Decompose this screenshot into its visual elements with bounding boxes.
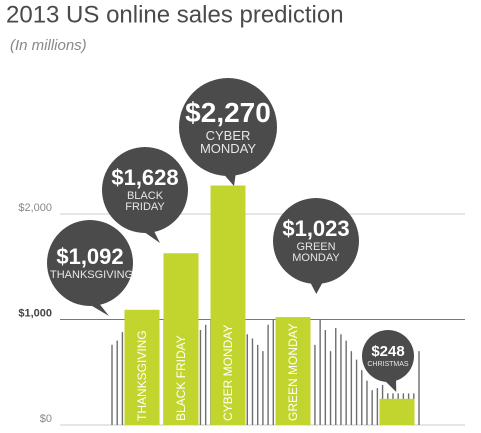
y-tick-label: $2,000 bbox=[18, 202, 52, 214]
bubble bbox=[102, 147, 188, 233]
bar bbox=[124, 309, 160, 425]
bar bbox=[210, 185, 246, 425]
bar-label: THANKSGIVING bbox=[135, 330, 149, 421]
value-label: $2,270 bbox=[185, 97, 271, 128]
bubble-category: BLACK FRIDAY bbox=[125, 190, 165, 213]
y-tick-label: $0 bbox=[40, 413, 52, 425]
value-label: $1,023 bbox=[282, 216, 350, 241]
bubble bbox=[362, 330, 414, 382]
bubble-text: $1,023 GREEN MONDAY bbox=[273, 218, 359, 264]
value-label: $1,628 bbox=[111, 165, 179, 190]
bar-label: GREEN MONDAY bbox=[286, 323, 300, 421]
bubble bbox=[47, 220, 133, 306]
y-tick-label: $1,000 bbox=[18, 307, 52, 319]
value-label: $1,092 bbox=[56, 243, 124, 269]
bar-label: BLACK FRIDAY bbox=[174, 335, 188, 421]
bubble bbox=[179, 78, 277, 176]
bar bbox=[163, 253, 199, 425]
bubble-text: $248 CHRISTMAS bbox=[362, 344, 414, 368]
bubble-text: $2,270 CYBER MONDAY bbox=[179, 97, 277, 156]
bubble-category: CHRISTMAS bbox=[367, 361, 409, 368]
bubble-text: $1,092 THANKSGIVING bbox=[47, 243, 134, 281]
bubble bbox=[273, 198, 359, 284]
bar bbox=[275, 317, 311, 425]
bar bbox=[379, 398, 415, 425]
bar-label: CYBER MONDAY bbox=[221, 325, 235, 421]
bubble-text: $1,628 BLACK FRIDAY bbox=[102, 167, 188, 213]
value-label: $248 bbox=[371, 343, 405, 360]
bubble-category: GREEN MONDAY bbox=[292, 241, 340, 264]
chart-title: 2013 US online sales prediction bbox=[6, 1, 344, 28]
bubble-category: THANKSGIVING bbox=[50, 268, 134, 281]
bubble-category: CYBER MONDAY bbox=[199, 128, 257, 156]
chart-subtitle: (In millions) bbox=[10, 37, 87, 54]
